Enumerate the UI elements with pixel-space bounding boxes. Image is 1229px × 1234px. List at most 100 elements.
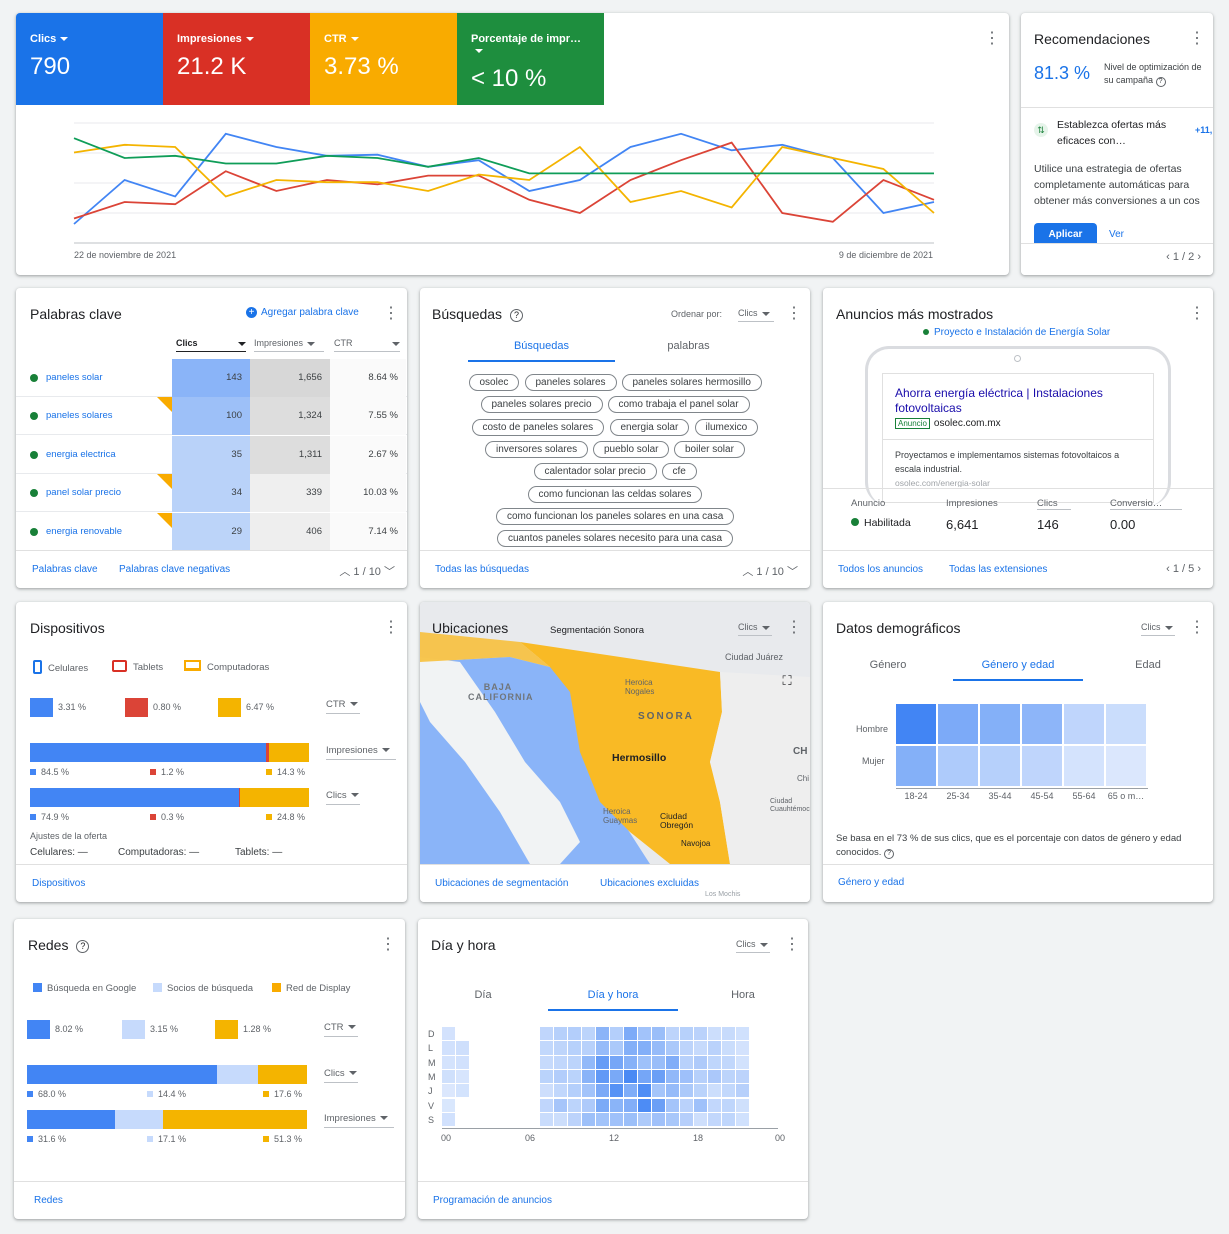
hour-cell[interactable] <box>694 1112 707 1127</box>
hour-cell[interactable] <box>442 1069 455 1084</box>
hour-cell[interactable] <box>708 1069 721 1084</box>
dropdown-icon[interactable] <box>245 37 254 42</box>
tab-hour[interactable]: Hora <box>731 989 755 1001</box>
hour-cell[interactable] <box>540 1112 553 1127</box>
next-icon[interactable]: › <box>1197 251 1201 263</box>
hour-cell[interactable] <box>582 1084 595 1098</box>
impressions-segment[interactable] <box>269 743 309 762</box>
hour-cell[interactable] <box>722 1084 735 1098</box>
help-icon[interactable]: ? <box>76 940 90 953</box>
chevron-up-icon[interactable]: ︿ <box>742 566 754 578</box>
networks-more-icon[interactable]: ⋮ <box>380 936 396 953</box>
hour-cell[interactable] <box>554 1041 567 1055</box>
warning-flag-icon[interactable] <box>157 397 172 413</box>
dayhour-metric-select[interactable]: Clics <box>736 939 770 953</box>
sort-clicks[interactable]: Clics <box>176 338 246 352</box>
keyword-name[interactable]: energia renovable <box>46 525 123 537</box>
keywords-link[interactable]: Palabras clave <box>32 564 98 575</box>
search-term-chip[interactable]: calentador solar precio <box>533 463 657 481</box>
keyword-name[interactable]: paneles solar <box>46 372 103 383</box>
search-term-chip[interactable]: pueblo solar <box>593 440 670 458</box>
hour-cell[interactable] <box>540 1098 553 1112</box>
metric-select[interactable]: Clics <box>326 790 360 805</box>
hour-cell[interactable] <box>596 1055 609 1069</box>
hour-cell[interactable] <box>540 1041 553 1055</box>
tab-gender[interactable]: Género <box>869 659 907 671</box>
hour-cell[interactable] <box>442 1084 455 1098</box>
all-searches-link[interactable]: Todas las búsquedas <box>435 564 529 575</box>
tab-words[interactable]: palabras <box>667 340 710 352</box>
demo-cell[interactable] <box>896 746 936 786</box>
hour-cell[interactable] <box>722 1027 735 1041</box>
excluded-locations-link[interactable]: Ubicaciones excluidas <box>600 878 699 889</box>
hour-cell[interactable] <box>456 1041 469 1055</box>
keyword-name[interactable]: energia electrica <box>46 448 116 460</box>
hour-cell[interactable] <box>652 1027 665 1041</box>
hour-cell[interactable] <box>610 1069 623 1084</box>
hour-cell[interactable] <box>540 1084 553 1098</box>
hour-cell[interactable] <box>680 1084 693 1098</box>
metric-tile-0[interactable]: Clics 790 <box>16 13 163 105</box>
demo-cell[interactable] <box>1106 746 1146 786</box>
hour-cell[interactable] <box>568 1084 581 1098</box>
demo-cell[interactable] <box>980 704 1020 744</box>
search-term-chip[interactable]: ilumexico <box>694 418 759 436</box>
hour-cell[interactable] <box>708 1027 721 1041</box>
tab-age[interactable]: Edad <box>1135 659 1161 671</box>
search-term-chip[interactable]: costo de paneles solares <box>471 418 605 436</box>
ad-headline[interactable]: Ahorra energía eléctrica | Instalaciones… <box>895 386 1103 415</box>
hour-cell[interactable] <box>666 1055 679 1069</box>
demo-cell[interactable] <box>938 704 978 744</box>
hour-cell[interactable] <box>610 1112 623 1127</box>
hour-cell[interactable] <box>666 1027 679 1041</box>
impressions-segment[interactable] <box>27 1110 116 1129</box>
search-term-chip[interactable]: boiler solar <box>674 440 745 458</box>
dayhour-more-icon[interactable]: ⋮ <box>784 936 800 953</box>
hour-cell[interactable] <box>736 1098 749 1112</box>
ad-stat-label[interactable]: Conversio… <box>1110 498 1182 510</box>
networks-link[interactable]: Redes <box>34 1195 63 1206</box>
hour-cell[interactable] <box>596 1112 609 1127</box>
hour-cell[interactable] <box>708 1112 721 1127</box>
search-term-chip[interactable]: energia solar <box>609 418 690 436</box>
hour-cell[interactable] <box>456 1055 469 1069</box>
hour-cell[interactable] <box>582 1055 595 1069</box>
overview-more-icon[interactable]: ⋮ <box>984 30 1000 47</box>
hour-cell[interactable] <box>694 1027 707 1041</box>
keywords-more-icon[interactable]: ⋮ <box>383 305 399 322</box>
help-icon[interactable]: ? <box>509 309 523 322</box>
hour-cell[interactable] <box>722 1041 735 1055</box>
hour-cell[interactable] <box>456 1084 469 1098</box>
hour-cell[interactable] <box>442 1027 455 1041</box>
hour-cell[interactable] <box>442 1098 455 1112</box>
impressions-segment[interactable] <box>30 743 266 762</box>
hour-cell[interactable] <box>442 1055 455 1069</box>
hour-cell[interactable] <box>638 1084 651 1098</box>
hour-cell[interactable] <box>596 1027 609 1041</box>
hour-cell[interactable] <box>694 1098 707 1112</box>
search-term-chip[interactable]: como funcionan las celdas solares <box>527 485 703 503</box>
demo-cell[interactable] <box>1064 746 1104 786</box>
order-select[interactable]: Clics <box>738 308 774 322</box>
hour-cell[interactable] <box>736 1069 749 1084</box>
ads-more-icon[interactable]: ⋮ <box>1189 305 1205 322</box>
keyword-row[interactable]: energia renovable 29 406 7.14 % <box>16 512 407 551</box>
hour-cell[interactable] <box>554 1055 567 1069</box>
demo-cell[interactable] <box>1064 704 1104 744</box>
hour-cell[interactable] <box>540 1069 553 1084</box>
tab-day-hour[interactable]: Día y hora <box>548 989 678 1011</box>
metric-select[interactable]: Clics <box>324 1068 358 1083</box>
hour-cell[interactable] <box>624 1041 637 1055</box>
impressions-segment[interactable] <box>265 743 270 762</box>
hour-cell[interactable] <box>638 1098 651 1112</box>
hour-cell[interactable] <box>610 1027 623 1041</box>
metric-select[interactable]: CTR <box>324 1022 358 1037</box>
reco-item-title[interactable]: Establezca ofertas más eficaces con… <box>1057 119 1167 147</box>
search-term-chip[interactable]: cuantos paneles solares necesito para un… <box>497 530 734 548</box>
hour-cell[interactable] <box>624 1084 637 1098</box>
hour-cell[interactable] <box>708 1098 721 1112</box>
demo-cell[interactable] <box>1106 704 1146 744</box>
prev-icon[interactable]: ‹ <box>1166 563 1170 575</box>
ad-stat-label[interactable]: Clics <box>1037 498 1071 510</box>
help-icon[interactable]: ? <box>884 849 895 859</box>
